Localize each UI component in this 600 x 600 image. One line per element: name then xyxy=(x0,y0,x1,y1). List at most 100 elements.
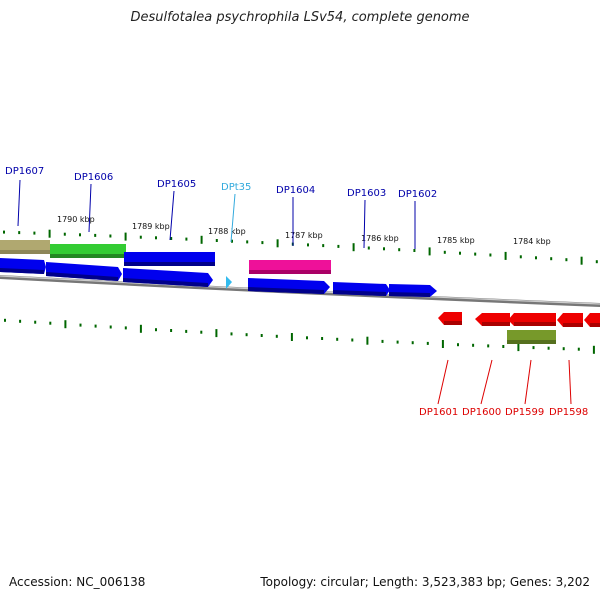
top-major-tick xyxy=(200,235,203,244)
bottom-major-tick xyxy=(64,320,67,329)
leader-dp1603 xyxy=(363,199,366,249)
top-major-tick xyxy=(48,229,51,238)
accession-text: Accession: NC_006138 xyxy=(9,575,146,589)
gene-arrow-dp1598[interactable] xyxy=(557,313,583,327)
gene-label-dp1600[interactable]: DP1600 xyxy=(462,407,501,418)
bottom-minor-tick xyxy=(411,341,414,345)
leader-dp1599 xyxy=(524,359,532,405)
bottom-minor-tick xyxy=(562,347,565,351)
kbp-label-1787: 1787 kbp xyxy=(285,231,323,240)
leader-dp1606 xyxy=(88,183,92,233)
bottom-minor-tick xyxy=(230,332,233,336)
leader-dp1601 xyxy=(437,359,449,405)
bottom-minor-tick xyxy=(547,346,550,350)
leader-dpt35 xyxy=(230,193,236,243)
bottom-minor-tick xyxy=(396,340,399,344)
bottom-minor-tick xyxy=(275,334,278,338)
top-minor-tick xyxy=(398,248,401,252)
gene-label-dp1604[interactable]: DP1604 xyxy=(276,185,315,196)
olive-feature-bar-shade xyxy=(0,250,50,254)
top-minor-tick xyxy=(3,230,5,234)
gene-label-dp1598[interactable]: DP1598 xyxy=(549,407,588,418)
bottom-minor-tick xyxy=(306,336,308,340)
gene-arrow-edge[interactable] xyxy=(584,313,600,327)
blue-feature-bar-shade xyxy=(124,262,215,266)
olive-lower-feature-bar-shade xyxy=(507,340,556,344)
top-major-tick xyxy=(124,232,127,241)
leader-dp1598 xyxy=(568,359,572,405)
bottom-tick-row xyxy=(4,318,595,354)
gene-label-dp1607[interactable]: DP1607 xyxy=(5,166,44,177)
bottom-major-tick xyxy=(517,343,520,352)
top-minor-tick xyxy=(94,233,97,237)
top-minor-tick xyxy=(215,239,218,242)
bottom-minor-tick xyxy=(487,344,490,348)
top-minor-tick xyxy=(367,246,370,250)
top-minor-tick xyxy=(535,256,537,260)
bottom-major-tick xyxy=(139,324,142,333)
gene-label-dp1601[interactable]: DP1601 xyxy=(419,407,458,418)
bottom-minor-tick xyxy=(502,345,505,348)
gene-arrow-dp1601[interactable] xyxy=(438,312,462,325)
bottom-minor-tick xyxy=(34,320,37,324)
map-title: Desulfotalea psychrophila LSv54, complet… xyxy=(130,10,470,25)
leader-dp1605 xyxy=(169,190,175,241)
pink-feature-bar-shade xyxy=(249,270,331,274)
gene-arrow-dp1604[interactable] xyxy=(248,278,330,294)
bottom-minor-tick xyxy=(472,343,475,347)
top-major-tick xyxy=(352,243,355,252)
leader-dp1607 xyxy=(17,179,21,227)
gene-label-dp1603[interactable]: DP1603 xyxy=(347,188,386,199)
bottom-minor-tick xyxy=(124,326,127,330)
top-minor-tick xyxy=(33,231,36,235)
bottom-minor-tick xyxy=(200,330,203,334)
genome-summary-text: Topology: circular; Length: 3,523,383 bp… xyxy=(260,575,590,589)
gene-arrow-dp1602[interactable] xyxy=(389,284,437,297)
top-minor-tick xyxy=(261,241,264,245)
kbp-label-1788: 1788 kbp xyxy=(208,227,246,236)
top-minor-tick xyxy=(18,231,21,235)
bottom-minor-tick xyxy=(321,337,324,340)
top-minor-tick xyxy=(139,235,142,239)
gene-arrow-dp1600[interactable] xyxy=(475,313,510,326)
gene-arrow-dp1607[interactable] xyxy=(0,258,46,274)
bottom-minor-tick xyxy=(155,328,157,332)
gene-label-dp1599[interactable]: DP1599 xyxy=(505,407,544,418)
top-minor-tick xyxy=(550,257,553,261)
bottom-minor-tick xyxy=(260,334,263,337)
top-major-tick xyxy=(580,256,583,265)
bottom-minor-tick xyxy=(4,318,6,322)
leader-dp1600 xyxy=(480,359,493,405)
trna-arrow-dpt35[interactable] xyxy=(226,276,232,289)
bottom-minor-tick xyxy=(245,333,248,337)
top-minor-tick xyxy=(337,244,340,248)
green-feature-bar-shade xyxy=(50,254,126,258)
gene-arrow-dp1605[interactable] xyxy=(123,268,213,287)
kbp-label-1790: 1790 kbp xyxy=(57,215,95,224)
top-minor-tick xyxy=(459,251,461,255)
pink-feature-bar[interactable] xyxy=(249,260,331,273)
gene-label-dp1606[interactable]: DP1606 xyxy=(74,172,113,183)
top-minor-tick xyxy=(474,252,477,256)
top-minor-tick xyxy=(413,249,416,252)
bottom-minor-tick xyxy=(336,337,339,341)
top-minor-tick xyxy=(519,255,522,259)
kbp-label-1786: 1786 kbp xyxy=(361,234,399,243)
top-minor-tick xyxy=(565,258,568,262)
gene-arrow-dp1599[interactable] xyxy=(508,313,556,326)
bottom-minor-tick xyxy=(532,346,535,350)
blue-feature-bar[interactable] xyxy=(124,252,215,265)
gene-label-dp1602[interactable]: DP1602 xyxy=(398,189,437,200)
gene-arrow-dp1603[interactable] xyxy=(333,282,390,296)
top-minor-tick xyxy=(185,237,188,241)
bottom-major-tick xyxy=(366,336,369,345)
gene-label-dpt35[interactable]: DPt35 xyxy=(221,182,251,193)
bottom-minor-tick xyxy=(381,339,384,343)
kbp-label-1784: 1784 kbp xyxy=(513,237,551,246)
gene-arrow-dp1606[interactable] xyxy=(46,262,122,281)
bottom-minor-tick xyxy=(19,319,22,323)
bottom-minor-tick xyxy=(426,341,429,345)
top-minor-tick xyxy=(307,243,309,247)
gene-label-dp1605[interactable]: DP1605 xyxy=(157,179,196,190)
bottom-minor-tick xyxy=(109,325,112,329)
